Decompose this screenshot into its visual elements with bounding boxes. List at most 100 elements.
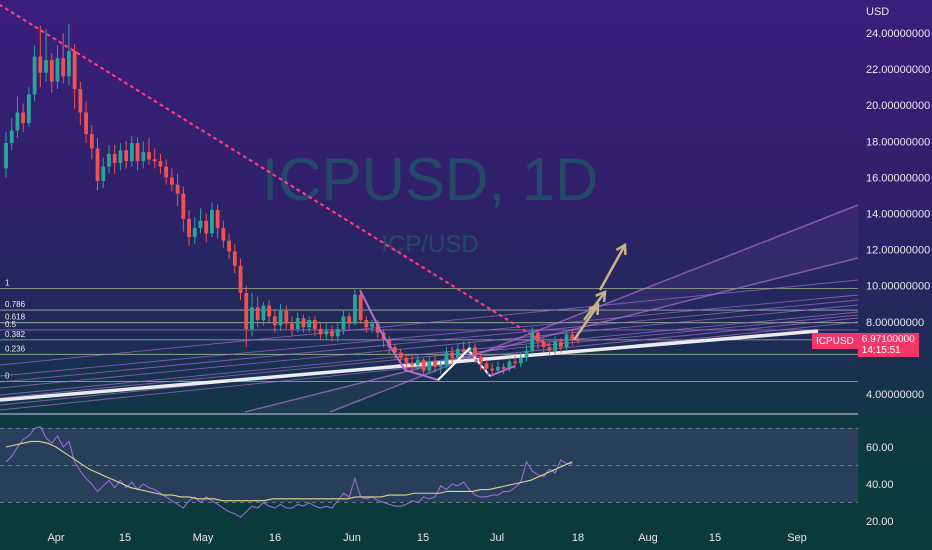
channel-line <box>0 294 859 377</box>
rsi-axis-label: 40.00 <box>866 479 894 491</box>
price-tag-price: 6.97100000 <box>861 334 915 345</box>
candle-body <box>215 209 220 228</box>
time-axis-label: 15 <box>709 532 721 544</box>
candle-body <box>67 51 71 77</box>
projection-arrow-head <box>615 242 627 256</box>
projection-arrow-shaft <box>598 244 627 291</box>
candle-body <box>221 227 226 241</box>
rsi-axis-label: 20.00 <box>866 516 894 528</box>
fib-level-label: 0 <box>5 371 10 380</box>
channel-line <box>0 299 859 383</box>
candle-body <box>192 227 197 237</box>
candle-body <box>564 334 569 348</box>
parallel-channel <box>0 204 859 413</box>
candle-body <box>347 316 352 324</box>
candle-body <box>255 307 260 320</box>
pattern-leg <box>437 347 471 381</box>
time-axis-label: 15 <box>119 532 131 544</box>
candle-body <box>15 112 20 131</box>
candle-body <box>330 330 334 337</box>
price-axis-label: 12.00000000 <box>866 245 930 257</box>
candle-body <box>461 348 466 353</box>
candle-body <box>181 193 186 219</box>
rsi-pane <box>0 413 858 518</box>
candle-body <box>438 365 443 367</box>
candle-body <box>187 218 191 237</box>
candle-body <box>478 357 483 364</box>
candle-body <box>152 159 157 162</box>
candle-body <box>267 305 272 317</box>
price-axis-label: 22.00000000 <box>866 64 930 76</box>
time-axis-label: 15 <box>417 532 429 544</box>
candle-body <box>576 339 580 341</box>
fib-level-label: 0.236 <box>5 344 26 353</box>
price-tag: ICPUSD 6.97100000 14:15:51 <box>812 333 919 357</box>
candle-body <box>164 166 169 178</box>
price-axis-label: 20.00000000 <box>866 100 930 112</box>
candle-body <box>89 134 94 149</box>
candle-body <box>107 153 111 167</box>
candle-body <box>398 352 403 358</box>
candle-body <box>507 361 512 369</box>
time-axis-label: Jun <box>343 532 361 544</box>
candle-body <box>158 161 163 167</box>
drawings <box>359 242 627 382</box>
candle-body <box>301 318 306 328</box>
watermark-subtitle: ICP/USD <box>381 231 478 258</box>
fib-level-label: 0.786 <box>5 300 26 309</box>
projection-arrow-shaft <box>583 291 606 321</box>
currency-label: USD <box>866 6 889 18</box>
rsi-ma-line <box>5 440 573 502</box>
candle-body <box>147 152 151 160</box>
time-axis-label: 16 <box>269 532 281 544</box>
candle-body <box>124 150 129 162</box>
candle-body <box>518 357 523 364</box>
candle-body <box>290 323 294 330</box>
fib-level-label: 0.382 <box>5 330 26 339</box>
candle-body <box>324 330 329 335</box>
time-axis-label: 18 <box>572 532 584 544</box>
price-axis-label: 18.00000000 <box>866 136 930 148</box>
candle-body <box>364 319 369 328</box>
channel-line <box>0 304 859 389</box>
candle-body <box>4 143 8 169</box>
rsi-line <box>5 425 573 518</box>
candle-body <box>261 305 266 320</box>
fib-level-label: 0.5 <box>5 320 17 329</box>
candle-body <box>49 60 54 82</box>
candle-body <box>118 150 123 163</box>
candle-body <box>358 294 363 320</box>
candle-body <box>513 361 517 364</box>
candle-body <box>455 348 460 358</box>
price-tag-box: 6.97100000 14:15:51 <box>857 333 919 357</box>
price-tag-symbol: ICPUSD <box>812 333 858 349</box>
candle-body <box>553 341 558 351</box>
candle-body <box>244 292 249 330</box>
time-axis-label: Apr <box>47 532 64 544</box>
price-tag-countdown: 14:15:51 <box>861 345 901 356</box>
candle-body <box>558 341 563 348</box>
downtrend-line <box>0 3 550 347</box>
candle-body <box>78 88 83 113</box>
candle-body <box>72 51 77 89</box>
candle-body <box>141 152 146 162</box>
candle-body <box>129 143 134 162</box>
candle-body <box>547 347 552 351</box>
candle-body <box>404 357 409 364</box>
candle-body <box>227 240 231 252</box>
candle-body <box>450 352 455 358</box>
price-axis-label: 24.00000000 <box>866 28 930 40</box>
price-axis-label: 14.00000000 <box>866 209 930 221</box>
candle-body <box>210 209 214 234</box>
watermark: ICPUSD, 1D ICP/USD <box>262 146 599 258</box>
candle-body <box>295 318 300 330</box>
candle-body <box>318 329 323 335</box>
candle-body <box>421 359 426 371</box>
candle-body <box>307 319 312 328</box>
candle-body <box>541 341 546 348</box>
projection-arrow-head <box>595 290 607 303</box>
candle-body <box>9 130 14 144</box>
candle-body <box>198 220 203 228</box>
